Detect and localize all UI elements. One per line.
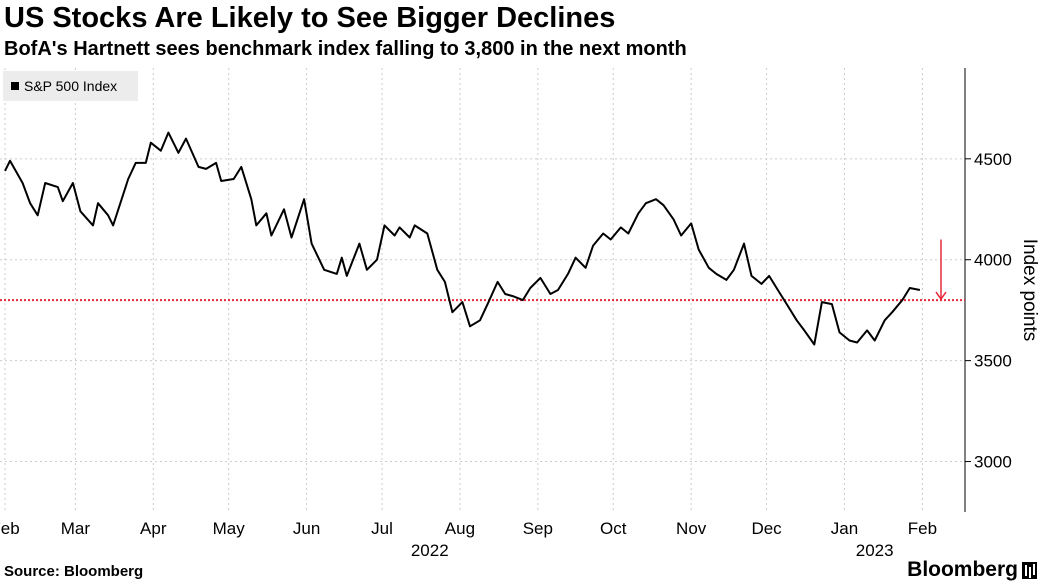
x-tick-label: Oct	[600, 519, 627, 538]
x-tick-label: Mar	[61, 519, 91, 538]
year-label: 2023	[856, 541, 894, 560]
x-tick-label: Sep	[523, 519, 553, 538]
x-tick-label: Nov	[676, 519, 707, 538]
x-tick-label: Jan	[831, 519, 858, 538]
x-tick-label: Feb	[0, 519, 20, 538]
brand-logo: Bloomberg	[907, 558, 1037, 582]
bloomberg-terminal-icon	[1022, 561, 1037, 579]
source-note: Source: Bloomberg	[4, 563, 144, 580]
x-tick-label: Dec	[751, 519, 782, 538]
x-tick-label: May	[213, 519, 246, 538]
series-line-sp500	[4, 131, 921, 346]
legend-swatch	[11, 82, 19, 90]
y-tick-label: 3500	[974, 352, 1012, 371]
year-label: 2022	[411, 541, 449, 560]
x-tick-label: Feb	[908, 519, 937, 538]
chart-title: US Stocks Are Likely to See Bigger Decli…	[4, 2, 616, 34]
forecast-arrow-head	[935, 291, 947, 301]
y-tick-label: 4000	[974, 251, 1012, 270]
legend: S&P 500 Index	[3, 71, 138, 101]
x-tick-label: Jun	[293, 519, 320, 538]
x-tick-label: Jul	[371, 519, 393, 538]
chart-subtitle: BofA's Hartnett sees benchmark index fal…	[4, 38, 687, 60]
x-tick-label: Aug	[445, 519, 475, 538]
brand-name: Bloomberg	[907, 558, 1018, 581]
legend-label: S&P 500 Index	[24, 78, 118, 94]
y-tick-label: 4500	[974, 150, 1012, 169]
y-tick-label: 3000	[974, 453, 1012, 472]
y-axis-title: Index points	[1019, 239, 1040, 341]
x-tick-label: Apr	[140, 519, 167, 538]
